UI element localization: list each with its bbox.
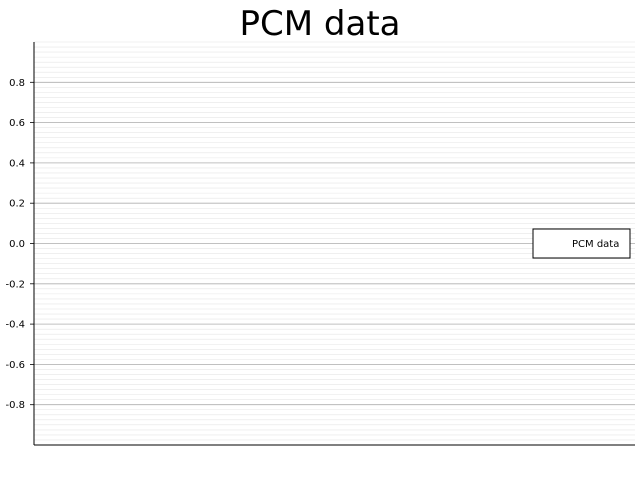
y-tick-label: 0.2 bbox=[9, 199, 25, 210]
y-tick-label: -0.8 bbox=[5, 400, 25, 411]
legend[interactable]: PCM data bbox=[532, 228, 631, 259]
chart-title: PCM data bbox=[239, 4, 401, 44]
y-tick-label: -0.4 bbox=[5, 320, 25, 331]
y-ticks: 0.8 0.6 0.4 0.2 0.0 -0.2 -0.4 -0.6 -0.8 bbox=[5, 78, 34, 411]
y-tick-label: 0.4 bbox=[9, 158, 25, 169]
y-tick-label: -0.6 bbox=[5, 360, 25, 371]
y-tick-label: 0.0 bbox=[9, 239, 25, 250]
y-tick-label: -0.2 bbox=[5, 279, 25, 290]
y-tick-label: 0.6 bbox=[9, 118, 25, 129]
y-tick-label: 0.8 bbox=[9, 78, 25, 89]
legend-label: PCM data bbox=[572, 239, 619, 250]
